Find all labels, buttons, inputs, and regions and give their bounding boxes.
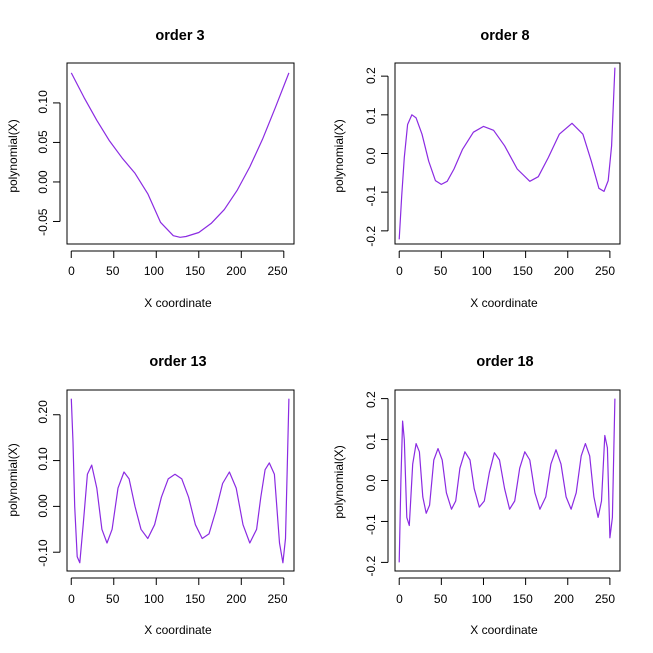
y-tick-label: 0.10	[36, 447, 50, 471]
chart-title: order 13	[149, 354, 206, 370]
x-tick-label: 100	[472, 264, 492, 278]
x-tick-label: 150	[185, 264, 205, 278]
plot-frame	[394, 62, 621, 245]
series-line	[70, 72, 290, 238]
x-tick-label: 200	[554, 592, 574, 606]
x-tick-label: 50	[106, 592, 120, 606]
y-axis-label: polynomial(X)	[6, 119, 20, 192]
x-tick-label: 150	[513, 592, 533, 606]
y-tick-label: 0.1	[364, 433, 378, 450]
plot-frame	[66, 389, 295, 572]
y-tick-label: -0.10	[36, 539, 50, 567]
y-tick-label: -0.2	[364, 226, 378, 247]
y-tick-label: 0.05	[36, 130, 50, 154]
series-line	[398, 67, 616, 240]
y-tick-label: 0.20	[36, 400, 50, 424]
x-tick-label: 50	[434, 592, 448, 606]
y-tick-label: -0.2	[364, 556, 378, 577]
y-tick-label: 0.0	[364, 474, 378, 491]
panel-order-13: order 13 X coordinate polynomial(X) 0 50…	[6, 354, 295, 637]
x-axis-label: X coordinate	[470, 296, 538, 310]
chart-title: order 8	[480, 28, 529, 44]
panel-order-8: order 8 X coordinate polynomial(X) 0 50 …	[332, 28, 621, 310]
x-tick-label: 0	[68, 264, 75, 278]
panel-order-18: order 18 X coordinate polynomial(X) 0 50…	[332, 354, 621, 637]
chart-title: order 3	[155, 28, 204, 44]
x-tick-label: 200	[226, 264, 246, 278]
x-tick-label: 100	[144, 264, 164, 278]
plot-frame	[66, 62, 295, 245]
x-axis-label: X coordinate	[144, 623, 212, 637]
plot-frame	[394, 389, 621, 572]
y-axis-label: polynomial(X)	[332, 119, 346, 192]
x-tick-label: 150	[513, 264, 533, 278]
y-tick-label: 0.2	[364, 391, 378, 408]
x-tick-label: 250	[595, 264, 615, 278]
x-tick-label: 250	[595, 592, 615, 606]
y-tick-label: 0.10	[36, 90, 50, 114]
x-tick-label: 150	[185, 592, 205, 606]
y-tick-label: 0.1	[364, 107, 378, 124]
series-line	[70, 398, 290, 564]
y-tick-label: -0.05	[36, 208, 50, 236]
x-tick-label: 200	[226, 592, 246, 606]
x-tick-label: 0	[68, 592, 75, 606]
y-axis-label: polynomial(X)	[332, 445, 346, 518]
y-axis-label: polynomial(X)	[6, 443, 20, 516]
y-tick-label: 0.00	[36, 170, 50, 194]
chart-title: order 18	[476, 354, 533, 370]
x-axis-label: X coordinate	[144, 296, 212, 310]
x-tick-label: 250	[267, 264, 287, 278]
y-tick-label: -0.1	[364, 514, 378, 535]
x-tick-label: 0	[396, 592, 403, 606]
series-line	[398, 398, 616, 563]
x-axis-label: X coordinate	[470, 623, 538, 637]
x-tick-label: 50	[106, 264, 120, 278]
x-tick-label: 100	[144, 592, 164, 606]
x-tick-label: 50	[434, 264, 448, 278]
panel-order-3: order 3 X coordinate polynomial(X) 0 50 …	[6, 28, 295, 310]
x-tick-label: 250	[267, 592, 287, 606]
x-tick-label: 100	[472, 592, 492, 606]
y-tick-label: 0.2	[364, 67, 378, 84]
y-tick-label: -0.1	[364, 186, 378, 207]
x-tick-label: 0	[396, 264, 403, 278]
y-tick-label: 0.0	[364, 147, 378, 164]
x-tick-label: 200	[554, 264, 574, 278]
y-tick-label: 0.00	[36, 494, 50, 518]
